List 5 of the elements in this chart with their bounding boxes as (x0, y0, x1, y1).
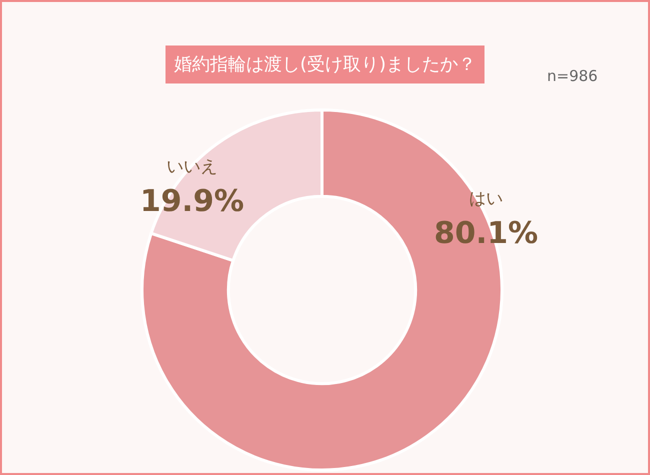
slice-label: はい (469, 189, 504, 209)
text: n=986 (547, 67, 598, 85)
chart-title: 婚約指輪は渡し(受け取り)ましたか？ (174, 54, 476, 75)
data-label: 19.9% (140, 184, 244, 219)
slice-label: いいえ (166, 157, 218, 177)
